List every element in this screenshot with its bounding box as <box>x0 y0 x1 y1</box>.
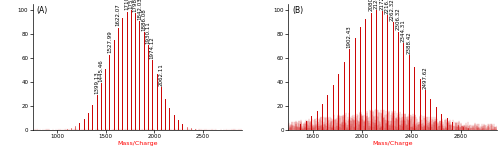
Text: 2080.49: 2080.49 <box>368 0 374 11</box>
X-axis label: Mass/Charge: Mass/Charge <box>117 141 158 146</box>
Text: (B): (B) <box>292 6 304 15</box>
Text: 2497.62: 2497.62 <box>422 66 428 89</box>
Text: 2124.06: 2124.06 <box>374 0 379 9</box>
Text: 2388.42: 2388.42 <box>406 31 412 54</box>
Text: 1445.46: 1445.46 <box>98 59 103 82</box>
Text: 2262.32: 2262.32 <box>390 0 395 21</box>
Text: 1902.43: 1902.43 <box>346 26 352 48</box>
Text: 1710.05: 1710.05 <box>124 0 129 10</box>
Text: 1930.11: 1930.11 <box>146 22 150 44</box>
X-axis label: Mass/Charge: Mass/Charge <box>372 141 413 146</box>
Text: 2172.43: 2172.43 <box>379 0 384 10</box>
Text: 1399.13: 1399.13 <box>94 71 99 94</box>
Text: 1527.99: 1527.99 <box>107 31 112 53</box>
Text: 1622.07: 1622.07 <box>116 4 120 26</box>
Text: 1886.08: 1886.08 <box>142 8 146 31</box>
Text: 1798.52: 1798.52 <box>132 0 138 12</box>
Text: 1842.03: 1842.03 <box>137 0 142 20</box>
Text: 2344.31: 2344.31 <box>401 19 406 42</box>
Text: 2062.11: 2062.11 <box>158 63 164 86</box>
Text: 2216.43: 2216.43 <box>384 0 390 14</box>
Text: (A): (A) <box>36 6 48 15</box>
Text: 2306.32: 2306.32 <box>396 8 400 30</box>
Text: 1974.12: 1974.12 <box>150 36 155 59</box>
Text: 1752.05: 1752.05 <box>128 0 134 9</box>
